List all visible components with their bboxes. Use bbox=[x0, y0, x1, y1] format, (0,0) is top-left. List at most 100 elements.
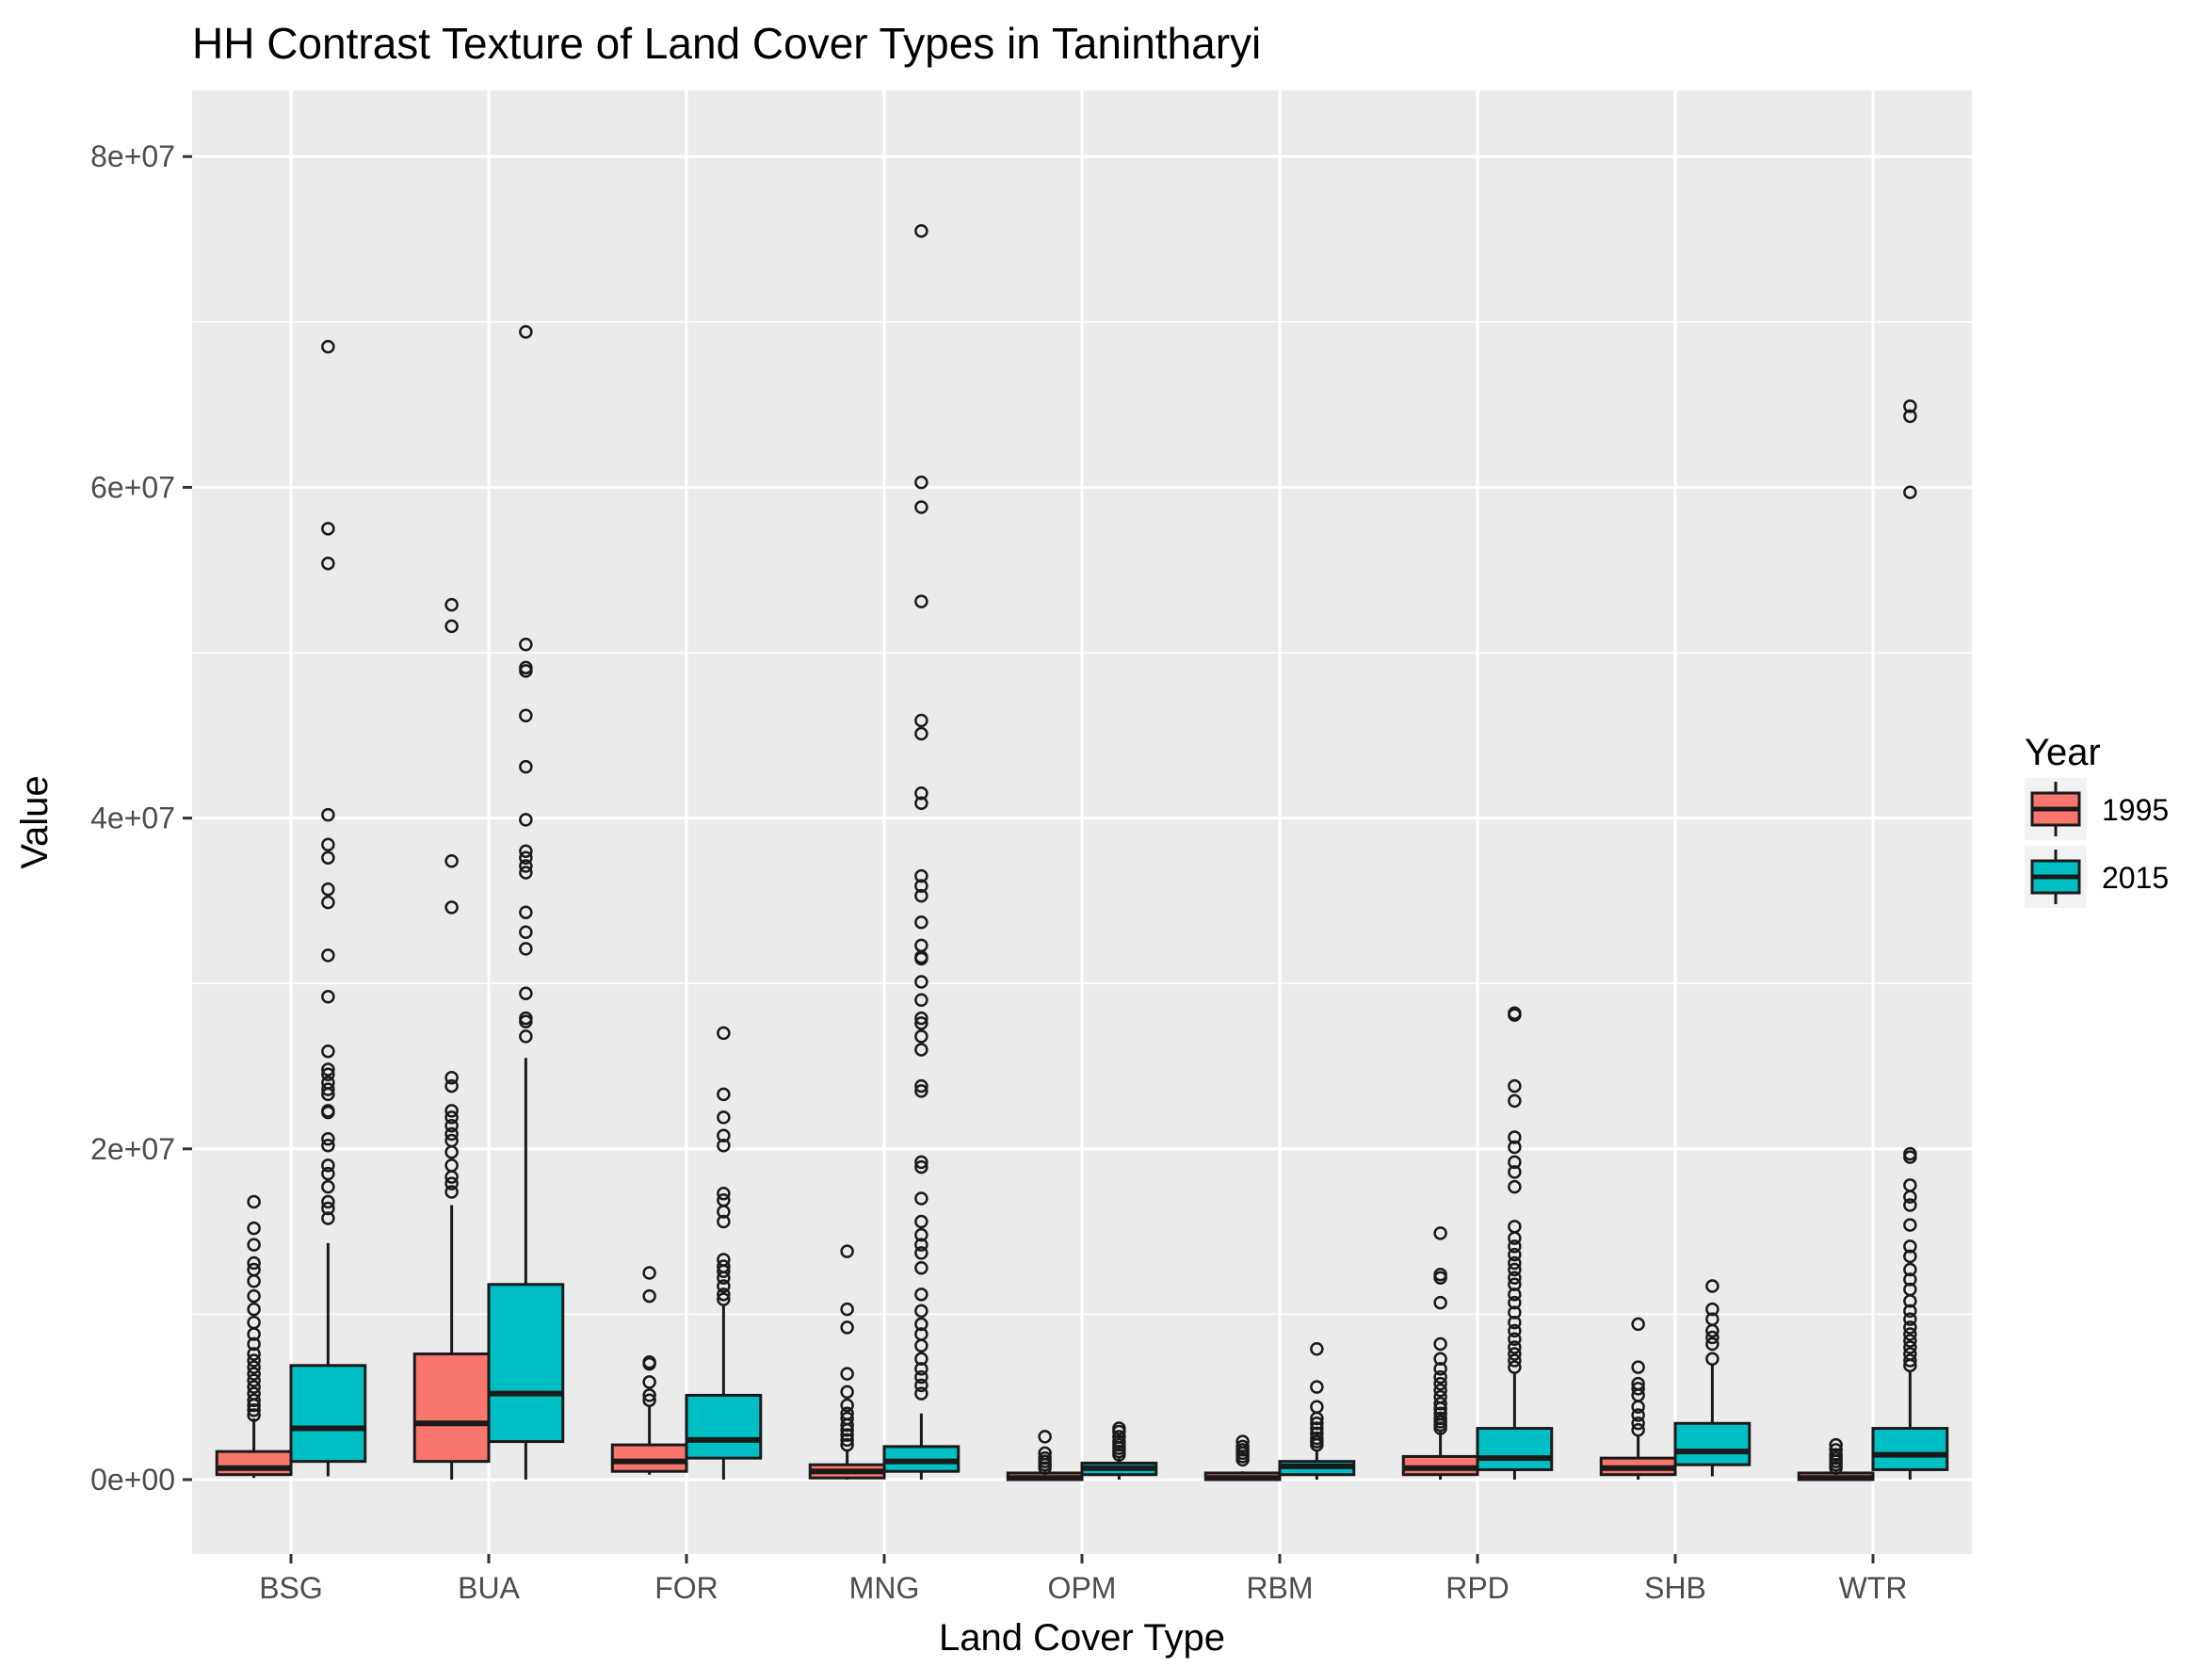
outlier-point bbox=[1310, 1380, 1324, 1394]
outlier-point bbox=[321, 882, 335, 897]
outlier-point bbox=[914, 888, 928, 903]
outlier-point bbox=[717, 1087, 731, 1102]
outlier-point bbox=[519, 708, 533, 722]
outlier-point bbox=[1631, 1408, 1645, 1422]
outlier-point bbox=[1433, 1336, 1447, 1352]
outlier-point bbox=[444, 1104, 459, 1118]
box-BSG-2015 bbox=[289, 339, 367, 1477]
outlier-point bbox=[914, 1043, 928, 1057]
outlier-point bbox=[717, 1139, 731, 1153]
outlier-point bbox=[717, 1186, 731, 1201]
x-tick-label: OPM bbox=[1048, 1571, 1117, 1605]
outlier-point bbox=[1508, 1305, 1522, 1320]
outlier-point bbox=[1310, 1421, 1324, 1435]
outlier-point bbox=[1903, 1282, 1917, 1297]
outlier-point bbox=[717, 1287, 731, 1302]
outlier-point bbox=[1508, 1239, 1522, 1254]
outlier-point bbox=[914, 224, 928, 238]
outlier-point bbox=[914, 1159, 928, 1174]
outlier-point bbox=[1829, 1437, 1843, 1452]
box-FOR-2015 bbox=[685, 1026, 763, 1480]
outlier-point bbox=[1903, 1320, 1917, 1335]
outlier-point bbox=[1705, 1330, 1720, 1345]
outlier-point bbox=[247, 1255, 261, 1271]
outlier-point bbox=[1433, 1362, 1447, 1376]
outlier-point bbox=[1433, 1295, 1447, 1310]
outlier-point bbox=[519, 942, 533, 956]
outlier-point bbox=[914, 938, 928, 953]
outlier-point bbox=[1903, 1347, 1917, 1361]
outlier-point bbox=[247, 1367, 261, 1381]
x-tick-label: FOR bbox=[654, 1571, 718, 1605]
outlier-point bbox=[1903, 1146, 1917, 1161]
box-layer bbox=[215, 224, 1949, 1482]
outlier-point bbox=[247, 1262, 261, 1277]
outlier-point bbox=[1631, 1423, 1645, 1437]
y-tick-label: 4e+07 bbox=[90, 802, 175, 835]
outlier-point bbox=[914, 868, 928, 883]
outlier-point bbox=[1631, 1360, 1645, 1374]
outlier-point bbox=[914, 1378, 928, 1393]
outlier-point bbox=[1508, 1353, 1522, 1368]
outlier-point bbox=[1508, 1093, 1522, 1109]
outlier-point bbox=[1508, 1220, 1522, 1234]
outlier-point bbox=[1433, 1226, 1447, 1240]
outlier-point bbox=[1508, 1006, 1522, 1021]
legend-title: Year bbox=[2025, 732, 2101, 773]
outlier-point bbox=[247, 1373, 261, 1387]
outlier-point bbox=[914, 993, 928, 1008]
outlier-point bbox=[247, 1238, 261, 1252]
outlier-point bbox=[1705, 1336, 1720, 1352]
outlier-point bbox=[642, 1355, 656, 1369]
x-tick-label: RPD bbox=[1445, 1571, 1510, 1605]
outlier-point bbox=[1433, 1396, 1447, 1411]
outlier-point bbox=[1433, 1389, 1447, 1404]
outlier-point bbox=[247, 1386, 261, 1401]
outlier-point bbox=[914, 1327, 928, 1341]
outlier-point bbox=[1903, 1327, 1917, 1341]
outlier-point bbox=[840, 1433, 854, 1448]
outlier-point bbox=[519, 844, 533, 858]
outlier-point bbox=[321, 1211, 335, 1225]
outlier-point bbox=[914, 1084, 928, 1098]
outlier-point bbox=[519, 850, 533, 866]
outlier-point bbox=[1829, 1448, 1843, 1462]
outlier-point bbox=[914, 1214, 928, 1229]
outlier-point bbox=[1903, 1304, 1917, 1319]
outlier-point bbox=[1508, 1347, 1522, 1361]
outlier-point bbox=[247, 1347, 261, 1361]
box-WTR-2015 bbox=[1871, 399, 1949, 1480]
outlier-point bbox=[1829, 1443, 1843, 1457]
outlier-point bbox=[1310, 1342, 1324, 1356]
box-body bbox=[289, 1364, 367, 1464]
outlier-point bbox=[444, 1185, 459, 1199]
outlier-point bbox=[321, 556, 335, 571]
outlier-point bbox=[1903, 1334, 1917, 1348]
outlier-point bbox=[1310, 1400, 1324, 1414]
outlier-point bbox=[1433, 1352, 1447, 1367]
outlier-point bbox=[914, 1386, 928, 1401]
outlier-point bbox=[1508, 1140, 1522, 1155]
outlier-point bbox=[247, 1302, 261, 1317]
outlier-point bbox=[444, 854, 459, 868]
outlier-point bbox=[717, 1259, 731, 1273]
y-tick-label: 8e+07 bbox=[90, 139, 175, 173]
outlier-point bbox=[1433, 1411, 1447, 1426]
outlier-point bbox=[1903, 1272, 1917, 1287]
outlier-point bbox=[1508, 1287, 1522, 1302]
box-OPM-1995 bbox=[1006, 1430, 1084, 1482]
outlier-point bbox=[321, 1044, 335, 1059]
outlier-point bbox=[519, 859, 533, 873]
outlier-point bbox=[321, 1179, 335, 1194]
outlier-point bbox=[1508, 1340, 1522, 1354]
outlier-point bbox=[914, 1317, 928, 1332]
outlier-point bbox=[247, 1353, 261, 1368]
outlier-point bbox=[321, 895, 335, 910]
y-tick-label: 0e+00 bbox=[90, 1463, 175, 1497]
outlier-point bbox=[321, 948, 335, 963]
outlier-point bbox=[1310, 1426, 1324, 1441]
outlier-point bbox=[321, 837, 335, 851]
outlier-point bbox=[840, 1428, 854, 1442]
outlier-point bbox=[840, 1437, 854, 1452]
outlier-point bbox=[914, 786, 928, 801]
